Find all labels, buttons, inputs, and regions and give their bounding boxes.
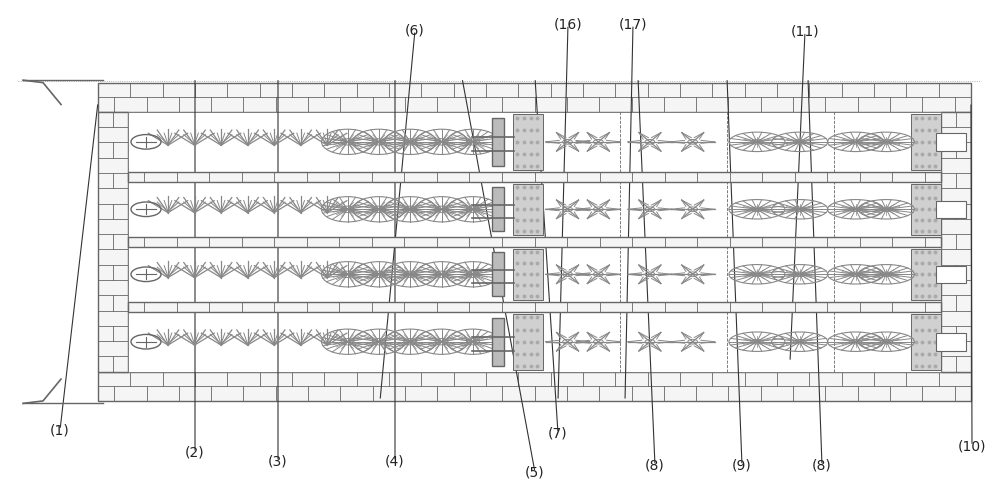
Bar bbox=[128, 172, 941, 182]
Bar bbox=[128, 112, 941, 172]
Bar bbox=[513, 184, 543, 235]
Bar bbox=[98, 83, 971, 112]
Text: (10): (10) bbox=[958, 439, 986, 453]
Text: (9): (9) bbox=[732, 459, 752, 472]
Bar bbox=[911, 114, 941, 170]
Bar bbox=[911, 184, 941, 235]
Bar bbox=[492, 252, 504, 296]
Text: (17): (17) bbox=[619, 17, 647, 31]
Bar bbox=[513, 313, 543, 370]
Bar bbox=[936, 201, 966, 218]
Bar bbox=[128, 302, 941, 312]
Bar bbox=[128, 312, 941, 372]
Bar bbox=[941, 112, 971, 372]
Bar bbox=[492, 118, 504, 166]
Text: (6): (6) bbox=[405, 23, 425, 37]
Bar bbox=[513, 114, 543, 170]
Bar bbox=[492, 318, 504, 366]
Text: (8): (8) bbox=[812, 459, 832, 472]
Text: (16): (16) bbox=[554, 17, 582, 31]
Text: (3): (3) bbox=[268, 455, 288, 469]
Bar bbox=[911, 313, 941, 370]
Bar bbox=[128, 182, 941, 237]
Bar bbox=[98, 112, 128, 372]
Text: (7): (7) bbox=[548, 427, 568, 440]
Bar bbox=[128, 247, 941, 302]
Bar bbox=[513, 249, 543, 300]
Bar bbox=[492, 187, 504, 231]
Text: (5): (5) bbox=[525, 466, 545, 479]
Bar bbox=[936, 333, 966, 351]
Bar bbox=[98, 372, 971, 401]
Bar bbox=[936, 266, 966, 282]
Bar bbox=[911, 249, 941, 300]
Text: (4): (4) bbox=[385, 455, 405, 469]
Text: (1): (1) bbox=[50, 423, 70, 437]
Text: (8): (8) bbox=[645, 459, 665, 472]
Text: (2): (2) bbox=[185, 446, 205, 460]
Bar bbox=[128, 237, 941, 247]
Bar bbox=[936, 133, 966, 151]
Text: (11): (11) bbox=[791, 25, 819, 38]
